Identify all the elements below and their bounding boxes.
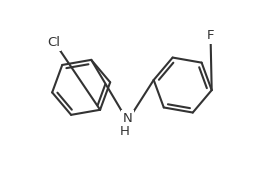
Text: F: F <box>207 29 214 42</box>
Text: N: N <box>123 112 132 125</box>
Text: Cl: Cl <box>47 36 60 49</box>
Text: H: H <box>120 125 130 138</box>
